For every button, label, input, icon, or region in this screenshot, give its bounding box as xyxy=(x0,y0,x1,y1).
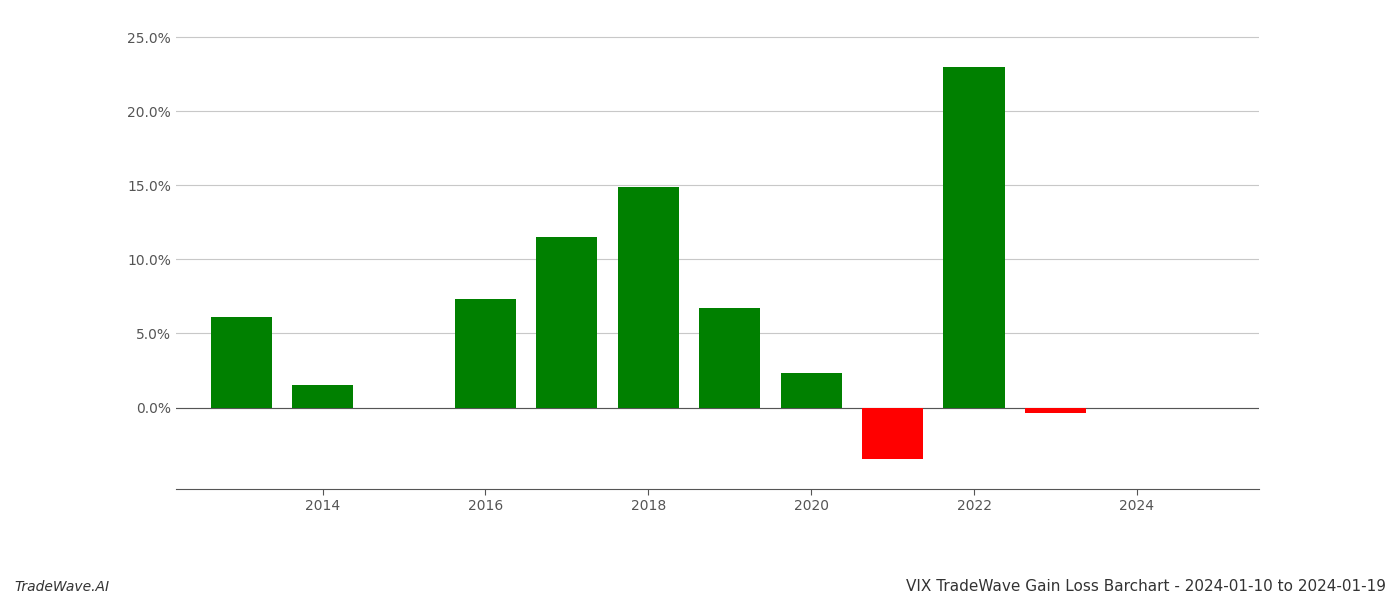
Text: VIX TradeWave Gain Loss Barchart - 2024-01-10 to 2024-01-19: VIX TradeWave Gain Loss Barchart - 2024-… xyxy=(906,579,1386,594)
Bar xyxy=(617,187,679,407)
Bar xyxy=(944,67,1005,407)
Bar xyxy=(699,308,760,407)
Bar xyxy=(210,317,272,407)
Bar xyxy=(293,385,353,407)
Text: TradeWave.AI: TradeWave.AI xyxy=(14,580,109,594)
Bar xyxy=(455,299,517,407)
Bar xyxy=(781,373,841,407)
Bar xyxy=(862,407,923,460)
Bar xyxy=(1025,407,1086,413)
Bar xyxy=(536,237,598,407)
